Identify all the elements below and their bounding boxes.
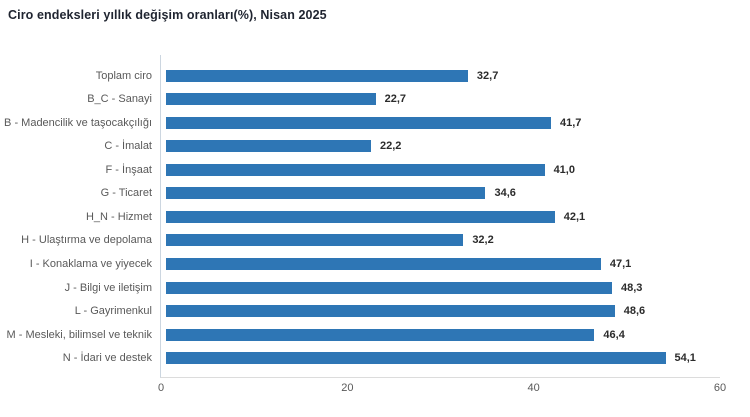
bar bbox=[166, 328, 595, 341]
bar bbox=[166, 258, 601, 271]
x-axis-ticks: 0 20 40 60 bbox=[157, 377, 726, 397]
chart-row: 48,3 bbox=[166, 276, 720, 300]
chart-row: 48,6 bbox=[166, 299, 720, 323]
plot-area: 32,7 22,7 41,7 22,2 41,0 34,6 42,1 32,2 47,1 48,3… bbox=[158, 55, 726, 394]
chart-row: 22,7 bbox=[166, 88, 720, 112]
bar bbox=[166, 163, 545, 176]
category-label: M - Mesleki, bilimsel ve teknik bbox=[6, 328, 152, 341]
bar bbox=[166, 140, 371, 153]
bar-value-label: 41,0 bbox=[553, 163, 575, 176]
bar-value-label: 42,1 bbox=[563, 210, 586, 223]
x-tick-label: 20 bbox=[341, 382, 354, 394]
category-label: H - Ulaştırma ve depolama bbox=[21, 234, 152, 247]
chart-row: 22,2 bbox=[166, 135, 720, 159]
bar-value-label: 34,6 bbox=[494, 187, 516, 200]
category-label: L - Gayrimenkul bbox=[74, 305, 152, 318]
bar bbox=[166, 116, 552, 129]
category-label: N - İdari ve destek bbox=[62, 352, 152, 365]
bar-value-label: 46,4 bbox=[603, 328, 625, 341]
category-label: B_C - Sanayi bbox=[87, 93, 152, 106]
bar-value-label: 22,2 bbox=[379, 140, 402, 153]
bar bbox=[166, 352, 666, 365]
bar bbox=[166, 281, 612, 294]
category-label: I - Konaklama ve yiyecek bbox=[29, 258, 152, 271]
bar-value-label: 54,1 bbox=[674, 352, 696, 365]
chart-row: 47,1 bbox=[166, 252, 720, 276]
category-label: Toplam ciro bbox=[95, 69, 152, 82]
category-label: G - Ticaret bbox=[100, 187, 152, 200]
chart-row: 41,0 bbox=[166, 158, 720, 182]
x-tick-label: 60 bbox=[713, 382, 727, 394]
bar-value-label: 32,7 bbox=[476, 69, 499, 82]
bar-value-label: 41,7 bbox=[560, 116, 582, 129]
bar-value-label: 22,7 bbox=[384, 93, 407, 106]
y-axis-category-labels: Toplam ciro B_C - Sanayi B - Madencilik ve… bbox=[4, 55, 160, 377]
x-tick-label: 0 bbox=[157, 382, 165, 394]
bar bbox=[166, 69, 468, 82]
chart-row: 46,4 bbox=[166, 323, 720, 347]
bar bbox=[166, 187, 486, 200]
bar bbox=[166, 305, 615, 318]
chart-row: 42,1 bbox=[166, 205, 720, 229]
bar-value-label: 48,3 bbox=[620, 281, 643, 294]
bar-value-label: 32,2 bbox=[472, 234, 494, 247]
chart-title: Ciro endeksleri yıllık değişim oranları(… bbox=[8, 8, 327, 22]
chart-row: 32,2 bbox=[166, 229, 720, 253]
category-label: H_N - Hizmet bbox=[85, 210, 152, 223]
category-label: J - Bilgi ve iletişim bbox=[64, 281, 152, 294]
bar-value-label: 47,1 bbox=[609, 258, 632, 271]
category-label: C - İmalat bbox=[104, 140, 152, 153]
bar bbox=[166, 210, 555, 223]
bar-chart: Toplam ciro B_C - Sanayi B - Madencilik ve… bbox=[4, 55, 726, 394]
chart-row: 32,7 bbox=[166, 64, 720, 88]
chart-row: 54,1 bbox=[166, 346, 720, 370]
chart-row: 41,7 bbox=[166, 111, 720, 135]
bar-value-label: 48,6 bbox=[623, 305, 646, 318]
category-label: F - İnşaat bbox=[105, 163, 152, 176]
chart-row: 34,6 bbox=[166, 182, 720, 206]
category-label: B - Madencilik ve taşocakçılığı bbox=[4, 116, 152, 129]
bar bbox=[166, 93, 376, 106]
bar bbox=[166, 234, 464, 247]
x-tick-label: 40 bbox=[527, 382, 540, 394]
